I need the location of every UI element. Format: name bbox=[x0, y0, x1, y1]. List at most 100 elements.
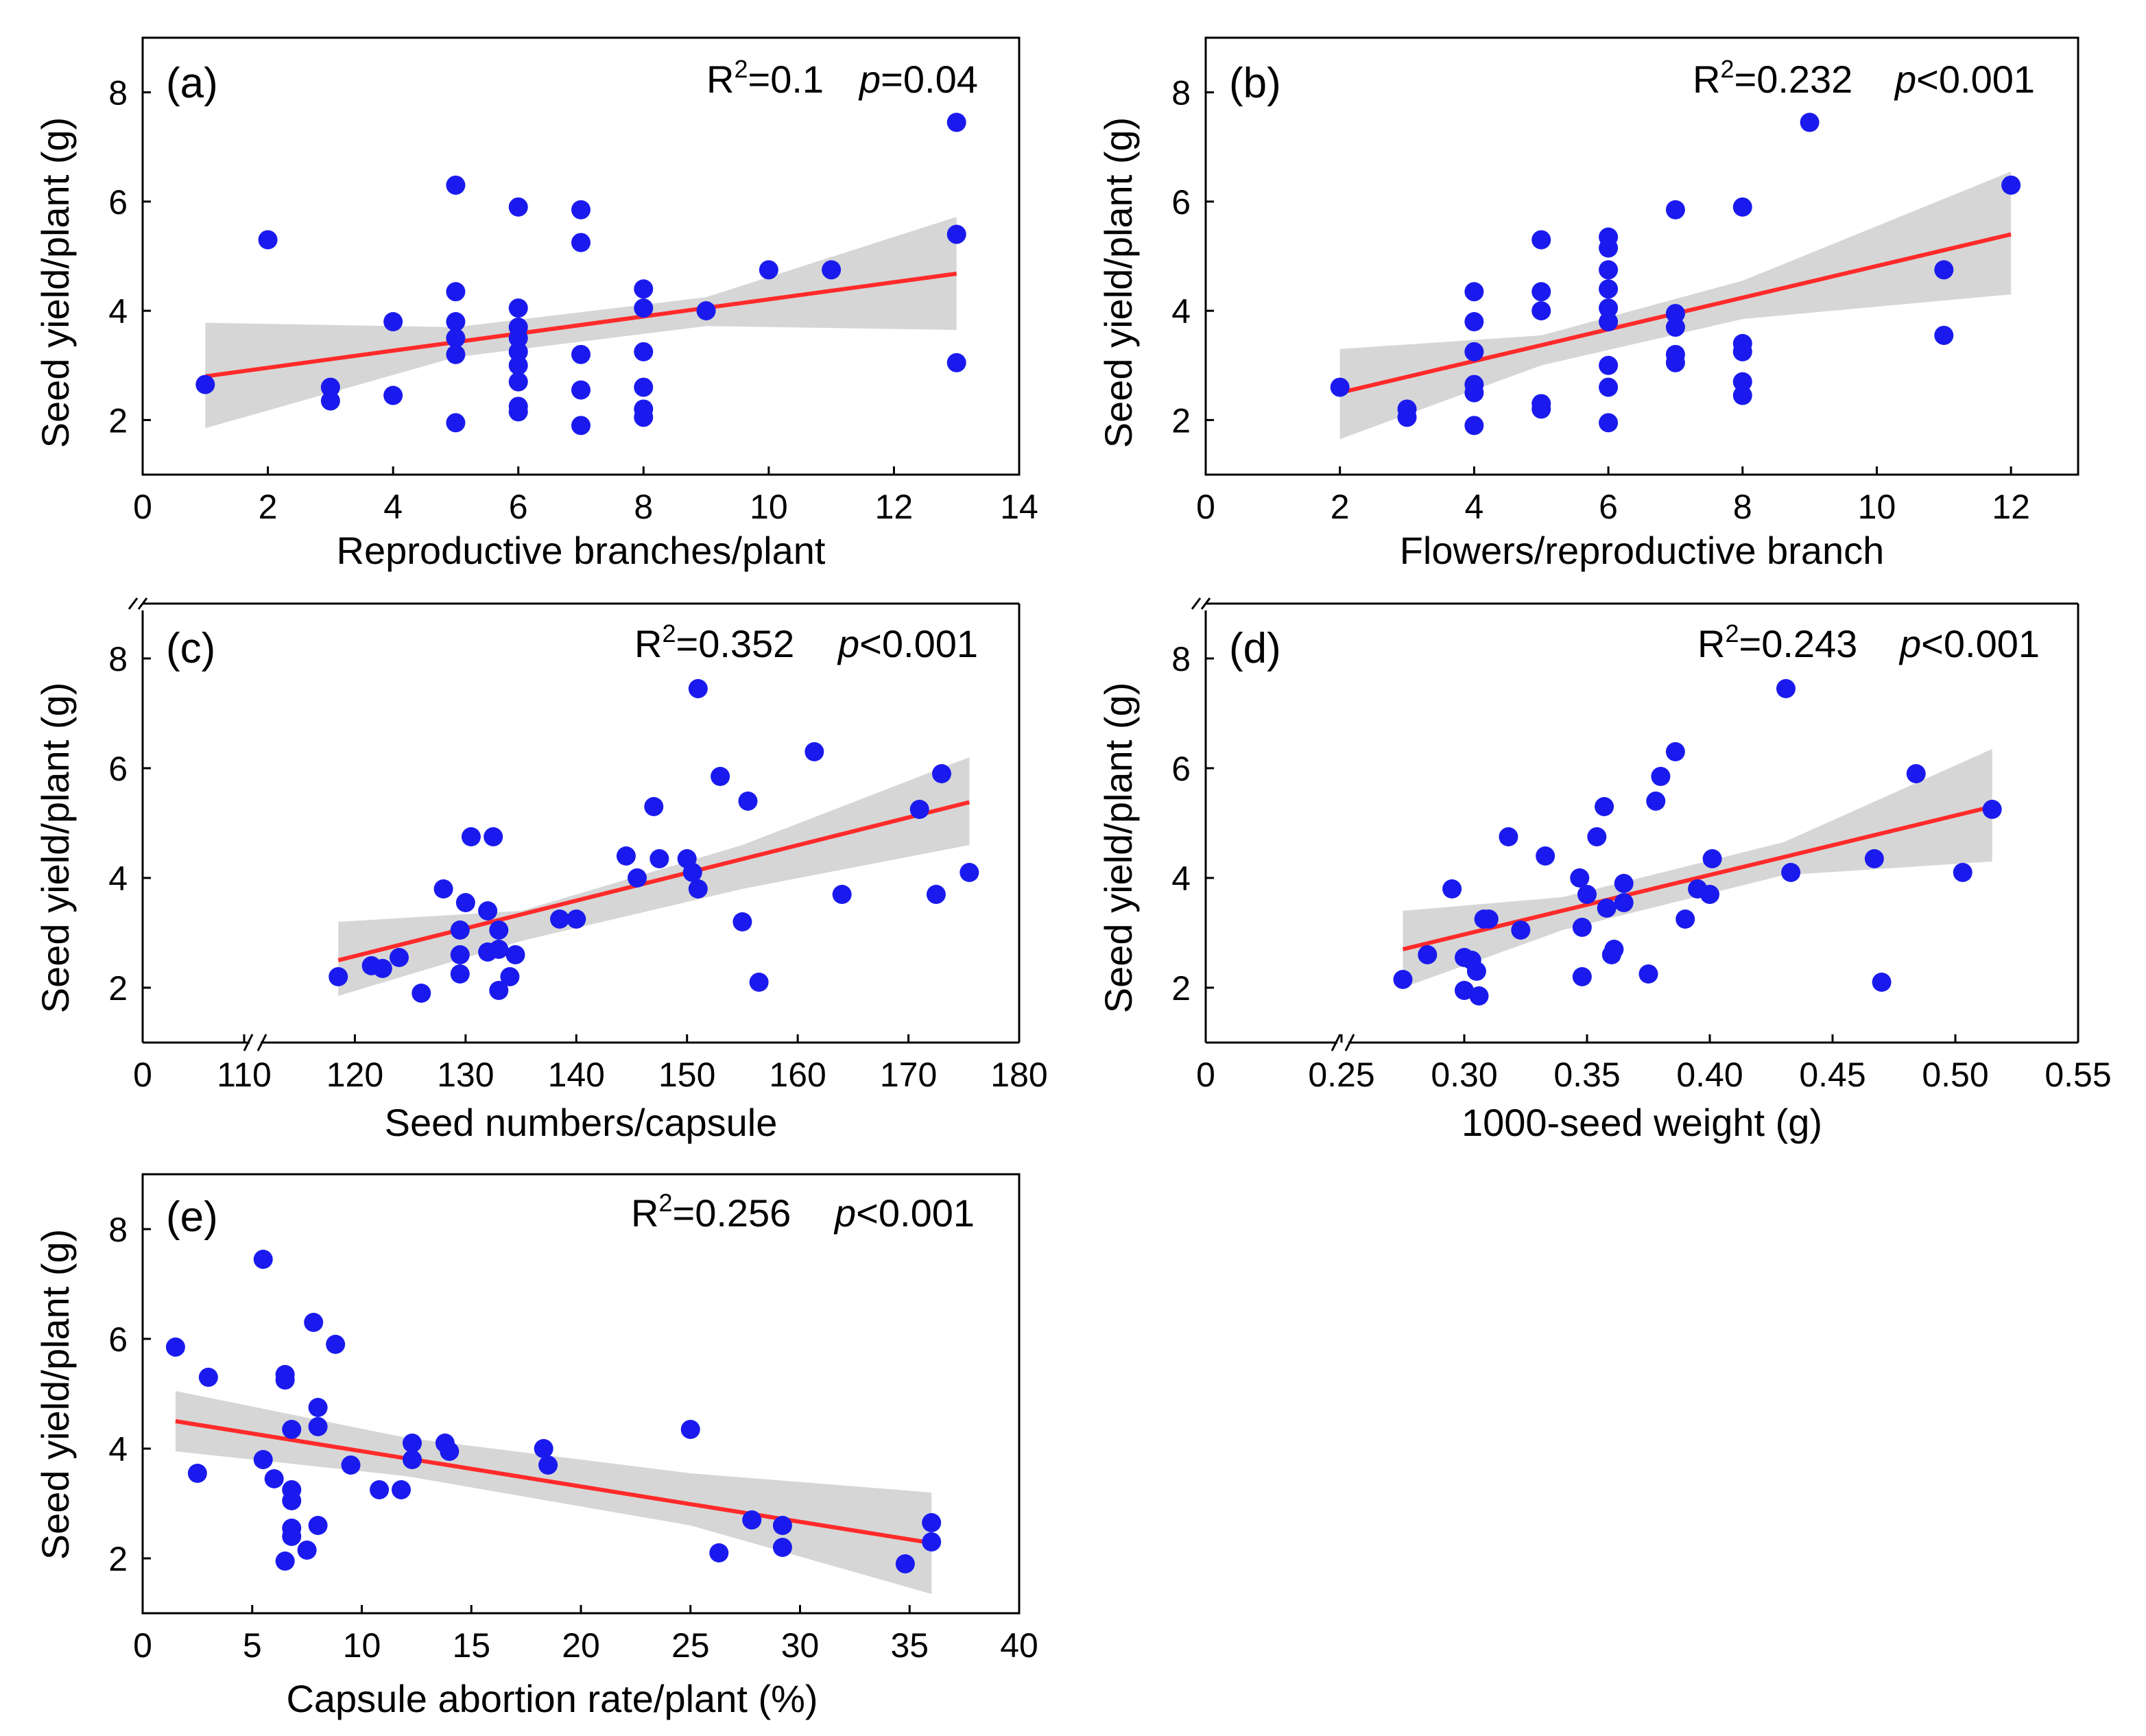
panel-a: 0 2 4 6 8 10 12 14 2 4 6 8 (a) R2=0.1 p=0.04 Reprod… bbox=[34, 36, 1038, 572]
data-point bbox=[1732, 385, 1752, 405]
data-point bbox=[1906, 764, 1926, 783]
data-point bbox=[571, 380, 591, 400]
data-point bbox=[550, 909, 570, 929]
data-point bbox=[1466, 962, 1486, 981]
data-point bbox=[329, 967, 348, 986]
data-point bbox=[909, 800, 929, 819]
x-tick-label: 0.45 bbox=[1799, 1056, 1865, 1094]
data-point bbox=[489, 920, 509, 940]
panel-a-frame bbox=[141, 36, 1021, 476]
data-point bbox=[1599, 413, 1619, 433]
data-point bbox=[2001, 175, 2021, 195]
data-point bbox=[1934, 260, 1954, 280]
data-point bbox=[567, 909, 586, 929]
data-point bbox=[412, 984, 431, 1003]
data-point bbox=[1418, 945, 1438, 964]
x-tick-label: 14 bbox=[1000, 488, 1038, 526]
x-tick-label: 0 bbox=[133, 488, 152, 526]
data-point bbox=[688, 879, 708, 899]
data-point bbox=[370, 1480, 390, 1499]
panel-c-confidence-band bbox=[338, 757, 970, 996]
data-point bbox=[1800, 112, 1820, 132]
data-point bbox=[282, 1491, 302, 1510]
x-tick-label: 0.50 bbox=[1922, 1056, 1988, 1094]
y-tick-label: 2 bbox=[108, 401, 128, 440]
data-point bbox=[1479, 909, 1499, 929]
data-point bbox=[308, 1398, 328, 1417]
y-tick-label: 6 bbox=[108, 183, 128, 222]
data-point bbox=[1531, 230, 1551, 250]
data-point bbox=[433, 879, 453, 899]
data-point bbox=[1599, 298, 1619, 318]
panel-a-pvalue: p=0.04 bbox=[858, 58, 978, 101]
data-point bbox=[402, 1434, 422, 1453]
data-point bbox=[446, 328, 466, 348]
y-tick-label: 8 bbox=[108, 640, 128, 678]
data-point bbox=[1599, 238, 1619, 258]
data-point bbox=[680, 1420, 700, 1439]
data-point bbox=[1665, 742, 1685, 761]
y-tick-label: 4 bbox=[108, 292, 128, 331]
data-point bbox=[1732, 342, 1752, 361]
data-point bbox=[1781, 863, 1801, 882]
data-point bbox=[1330, 377, 1350, 397]
x-tick-label: 140 bbox=[548, 1056, 605, 1094]
data-point bbox=[275, 1370, 295, 1390]
data-point bbox=[489, 981, 509, 1000]
panel-d-fit-line bbox=[1402, 805, 1993, 951]
data-point bbox=[165, 1337, 185, 1357]
panel-d-ylabel: Seed yield/plant (g) bbox=[1097, 682, 1140, 1014]
data-point bbox=[571, 233, 591, 252]
data-point bbox=[738, 792, 758, 811]
data-point bbox=[187, 1464, 207, 1483]
data-point bbox=[1934, 325, 1954, 345]
data-point bbox=[688, 679, 708, 698]
data-point bbox=[446, 282, 466, 302]
panel-b-frame bbox=[1204, 36, 2079, 476]
data-point bbox=[922, 1513, 942, 1532]
data-point bbox=[946, 224, 966, 244]
panel-b-r2: R2=0.232 bbox=[1693, 55, 1852, 101]
y-tick-label: 4 bbox=[1171, 292, 1191, 331]
x-tick-label: 0 bbox=[1196, 488, 1215, 526]
x-tick-label: 0 bbox=[133, 1056, 152, 1094]
panel-a-fit-line bbox=[204, 272, 957, 379]
y-tick-label: 8 bbox=[108, 74, 128, 112]
data-point bbox=[1599, 260, 1619, 280]
y-tick-label: 6 bbox=[1171, 750, 1191, 788]
data-point bbox=[628, 868, 647, 888]
x-tick-label: 130 bbox=[437, 1056, 494, 1094]
data-point bbox=[508, 298, 528, 318]
x-tick-label: 6 bbox=[509, 488, 528, 526]
data-point bbox=[932, 764, 951, 783]
data-point bbox=[1646, 792, 1666, 811]
panel-a-confidence-band bbox=[205, 217, 957, 429]
data-point bbox=[383, 385, 403, 405]
data-point bbox=[1864, 849, 1884, 868]
data-point bbox=[440, 1442, 460, 1461]
panel-c-fit-line bbox=[337, 800, 970, 962]
data-point bbox=[538, 1455, 558, 1475]
data-point bbox=[1572, 918, 1592, 937]
x-tick-label: 10 bbox=[343, 1626, 381, 1665]
x-tick-label: 4 bbox=[383, 488, 403, 526]
panel-c-pvalue: p<0.001 bbox=[837, 622, 978, 665]
data-point bbox=[253, 1450, 273, 1469]
x-tick-label: 8 bbox=[634, 488, 653, 526]
data-point bbox=[1604, 940, 1624, 959]
x-tick-label: 0.25 bbox=[1308, 1056, 1374, 1094]
x-tick-label: 0.30 bbox=[1431, 1056, 1497, 1094]
axis-break-mark bbox=[257, 1034, 267, 1051]
data-point bbox=[1572, 967, 1592, 986]
data-point bbox=[1665, 318, 1685, 337]
data-point bbox=[461, 827, 481, 846]
panel-a-label: (a) bbox=[166, 60, 218, 107]
data-point bbox=[195, 374, 215, 394]
panel-e-fit-line bbox=[175, 1419, 932, 1545]
data-point bbox=[1499, 827, 1518, 846]
y-tick-label: 8 bbox=[1171, 640, 1191, 678]
x-tick-label: 0 bbox=[133, 1626, 152, 1665]
panel-c-r2: R2=0.352 bbox=[634, 619, 794, 665]
y-tick-label: 8 bbox=[108, 1211, 128, 1249]
data-point bbox=[804, 742, 824, 761]
